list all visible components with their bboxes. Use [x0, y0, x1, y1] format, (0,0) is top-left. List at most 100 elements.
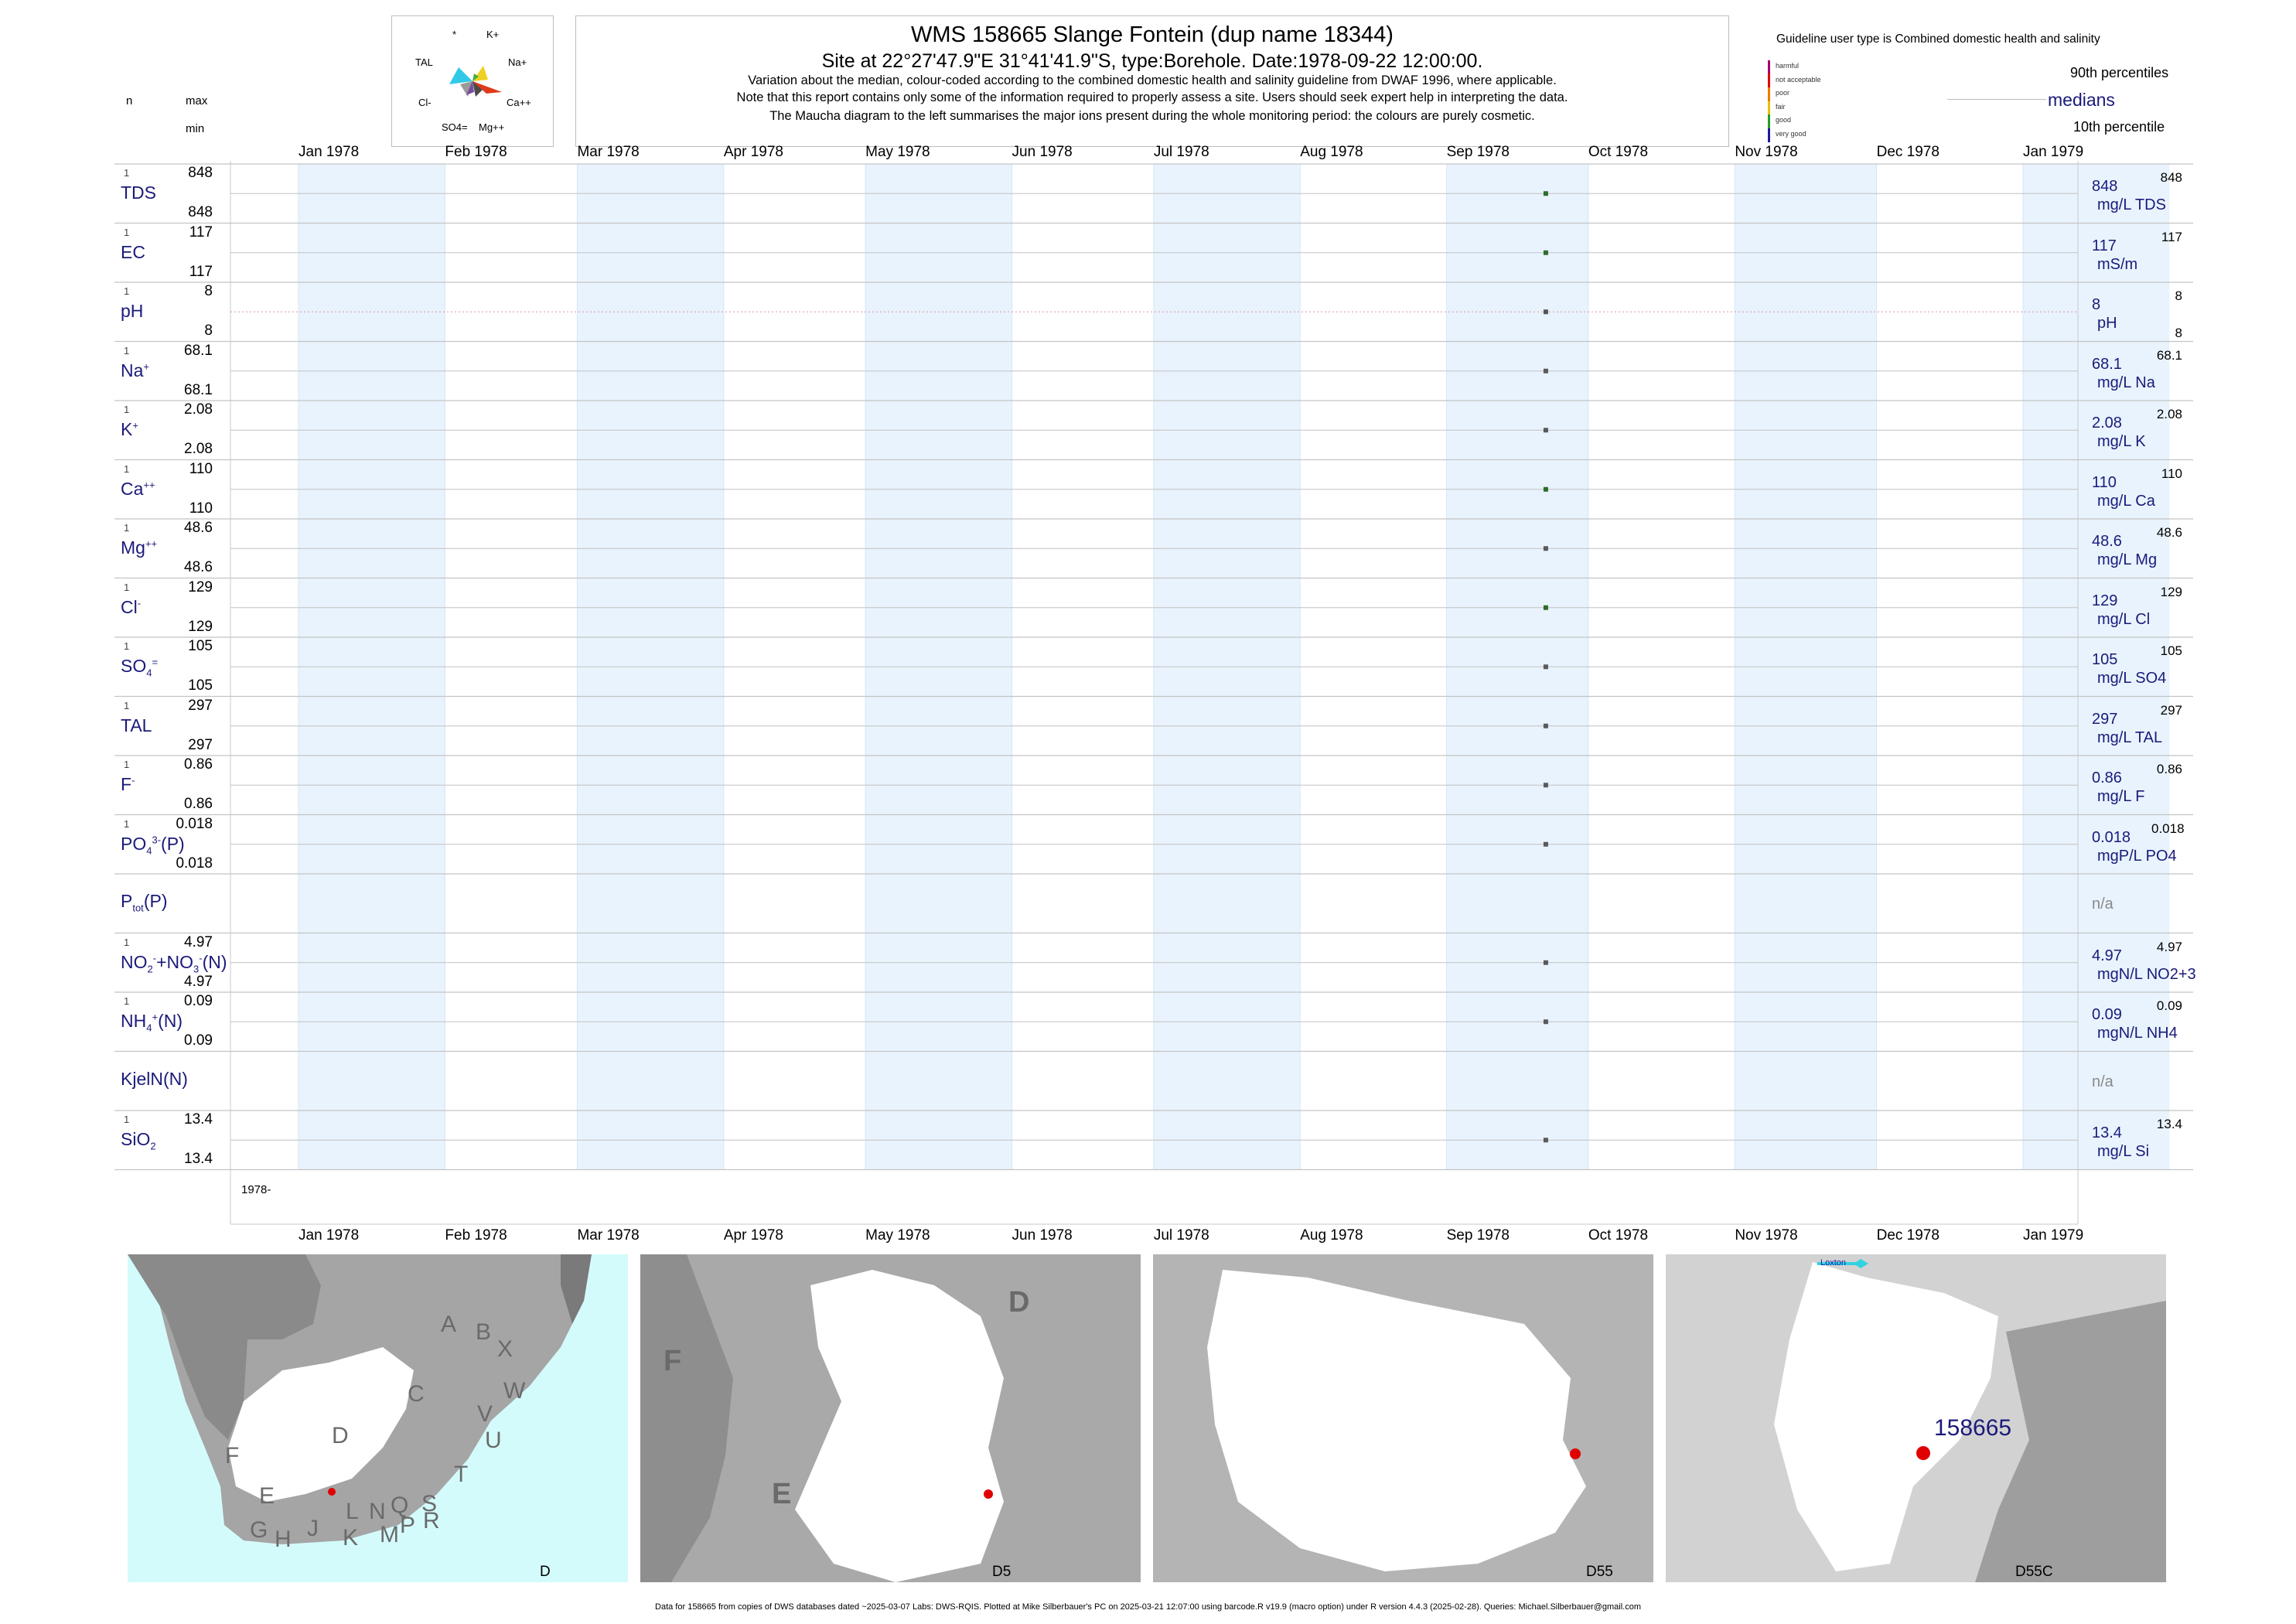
map1-region-n: N — [369, 1499, 386, 1524]
row-unit: mg/L Cl — [2097, 610, 2151, 628]
left-header-max: max — [186, 94, 208, 107]
row-max: 0.86 — [184, 756, 213, 773]
page-title: WMS 158665 Slange Fontein (dup name 1834… — [911, 22, 1394, 47]
map4-site-dot — [1916, 1446, 1930, 1460]
site-subtitle: Site at 22°27'47.9"E 31°41'41.9"S, type:… — [821, 50, 1483, 72]
row-min: 297 — [188, 736, 213, 753]
maucha-na-label: Na+ — [508, 56, 527, 68]
map1-region-u: U — [485, 1428, 502, 1453]
row-n: 1 — [124, 462, 130, 475]
data-point — [1543, 368, 1548, 374]
month-label-bottom: Sep 1978 — [1446, 1227, 1510, 1244]
month-label-bottom: Oct 1978 — [1588, 1227, 1649, 1244]
variable-name: EC — [121, 241, 145, 262]
row-p90: 68.1 — [2156, 347, 2182, 363]
row-max: 8 — [204, 283, 213, 299]
row-n: 1 — [124, 1114, 130, 1125]
row-unit: mS/m — [2097, 255, 2138, 273]
row-unit: mg/L TAL — [2097, 728, 2163, 746]
data-point — [1543, 1019, 1548, 1025]
variable-name: TDS — [121, 183, 156, 203]
row-max: 105 — [188, 638, 213, 654]
map2-region-f: F — [664, 1345, 681, 1377]
row-unit: mgP/L PO4 — [2097, 847, 2177, 865]
map4-town-label: Loxton — [1820, 1258, 1846, 1267]
guideline-level-not-acceptable: not acceptable — [1776, 75, 1821, 84]
map1-site-dot — [328, 1488, 336, 1496]
maucha-ca-sector — [473, 81, 502, 94]
row-n: 1 — [124, 285, 130, 297]
row-max: 129 — [188, 578, 213, 595]
map1-region-f: F — [225, 1443, 239, 1469]
month-label-bottom: Jul 1978 — [1153, 1227, 1209, 1244]
map1-region-p: P — [400, 1513, 415, 1538]
guideline-title: Guideline user type is Combined domestic… — [1776, 32, 2100, 46]
variable-name: NO2-+NO3-(N) — [121, 951, 227, 975]
row-max: 2.08 — [184, 401, 213, 418]
row-n: 1 — [124, 699, 130, 711]
map-quaternary-d55c: Loxton 158665 D55C — [1666, 1254, 2166, 1582]
data-point — [1543, 428, 1548, 433]
row-median-value: 110 — [2092, 473, 2117, 491]
data-point — [1543, 783, 1548, 788]
map1-region-l: L — [346, 1499, 359, 1524]
row-unit: mg/L Mg — [2097, 551, 2158, 568]
variable-name: Ca++ — [121, 478, 155, 499]
month-label-top: Feb 1978 — [445, 144, 507, 160]
left-header-n: n — [126, 94, 133, 107]
guideline-color-bar — [1768, 60, 1770, 142]
row-unit: mgN/L NH4 — [2097, 1025, 2178, 1042]
row-min: 0.86 — [184, 796, 213, 812]
data-point — [1543, 191, 1548, 196]
variable-name: Ptot(P) — [121, 891, 168, 914]
maucha-so4-label: SO4= — [442, 121, 468, 133]
row-p90: 0.86 — [2156, 762, 2182, 776]
row-na: n/a — [2092, 1073, 2113, 1090]
map1-region-g: G — [250, 1517, 268, 1543]
month-label-bottom: Nov 1978 — [1735, 1227, 1798, 1244]
row-min: 117 — [189, 263, 213, 280]
row-median-value: 297 — [2092, 710, 2118, 728]
row-p90: 110 — [2161, 466, 2182, 481]
maucha-diagram: * K+ TAL Na+ Cl- Ca++ SO4= Mg++ — [415, 29, 531, 133]
data-point — [1543, 309, 1548, 315]
data-point — [1543, 546, 1548, 551]
variable-name: pH — [121, 301, 144, 321]
row-median-value: 848 — [2092, 178, 2118, 195]
row-p90: 105 — [2160, 643, 2182, 658]
row-min: 0.09 — [184, 1032, 213, 1049]
map1-region-m: M — [380, 1522, 399, 1547]
month-label-bottom: May 1978 — [865, 1227, 930, 1244]
month-label-top: Oct 1978 — [1588, 144, 1649, 160]
variable-name: SO4= — [121, 656, 159, 679]
month-label-top: Jun 1978 — [1012, 144, 1073, 160]
row-max: 297 — [188, 697, 213, 714]
map2-region-d: D — [1008, 1286, 1029, 1319]
map1-region-e: E — [259, 1483, 275, 1509]
row-n: 1 — [124, 344, 130, 357]
row-unit: mgN/L NO2+3 — [2097, 965, 2196, 983]
row-n: 1 — [124, 936, 130, 948]
map1-region-a: A — [441, 1312, 456, 1337]
month-label-top: Jan 1978 — [299, 144, 360, 160]
row-unit: mg/L K — [2097, 433, 2146, 450]
map1-region-r: R — [423, 1508, 440, 1534]
note-line-3: The Maucha diagram to the left summarise… — [769, 109, 1535, 123]
row-max: 848 — [188, 165, 213, 181]
row-max: 48.6 — [184, 520, 213, 536]
note-line-1: Variation about the median, colour-coded… — [748, 73, 1557, 87]
row-min: 68.1 — [184, 381, 213, 398]
row-median-value: 13.4 — [2092, 1124, 2122, 1141]
guideline-level-harmful: harmful — [1776, 62, 1800, 70]
row-unit: mg/L Ca — [2097, 492, 2155, 510]
row-p90: 0.018 — [2151, 821, 2185, 836]
variable-name: TAL — [121, 715, 152, 735]
map1-region-j: J — [307, 1516, 319, 1541]
row-min: 848 — [188, 204, 213, 220]
row-p90: 4.97 — [2156, 939, 2182, 954]
map1-region-v: V — [477, 1401, 493, 1427]
maucha-k-label: K+ — [486, 29, 499, 40]
month-label-top: May 1978 — [865, 144, 930, 160]
guideline-levels: harmful not acceptable poor fair good ve… — [1776, 62, 1821, 143]
month-label-bottom: Jan 1978 — [299, 1227, 360, 1244]
